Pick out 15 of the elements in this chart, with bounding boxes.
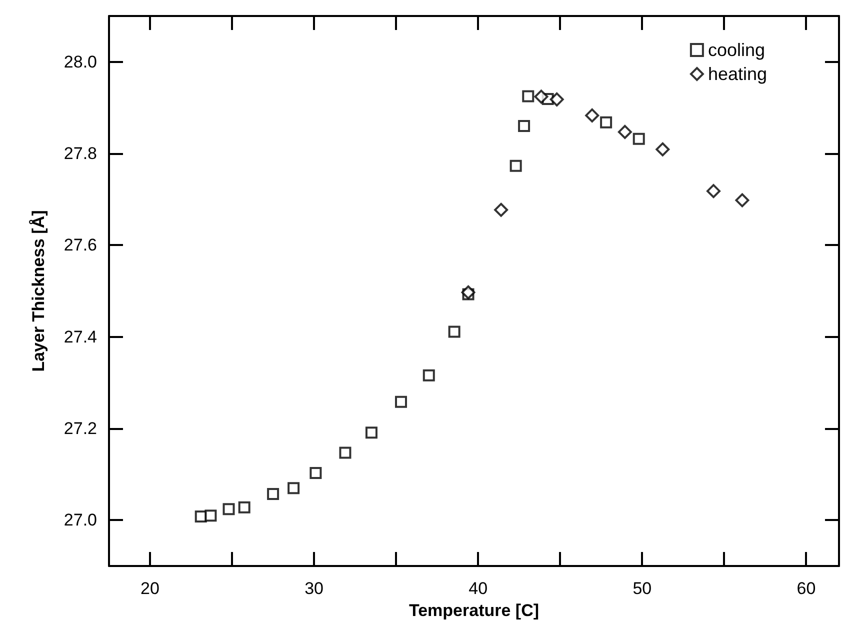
x-tick-label: 50 <box>632 579 652 598</box>
y-tick-label: 28.0 <box>64 52 97 72</box>
y-axis-title: Layer Thickness [Å] <box>29 210 48 372</box>
x-tick-label: 60 <box>796 579 816 598</box>
x-tick-label: 40 <box>468 579 488 598</box>
y-tick-label: 27.8 <box>64 144 97 163</box>
x-axis-title: Temperature [C] <box>408 600 540 620</box>
legend-label: cooling <box>708 40 765 60</box>
y-tick-label: 27.4 <box>64 327 97 346</box>
x-tick-label: 20 <box>140 579 160 598</box>
y-tick-label: 27.6 <box>64 236 97 255</box>
y-tick-label: 27.2 <box>64 419 97 438</box>
legend-label: heating <box>708 64 768 84</box>
x-tick-label: 30 <box>304 579 324 598</box>
y-tick-label: 27.0 <box>64 510 97 530</box>
